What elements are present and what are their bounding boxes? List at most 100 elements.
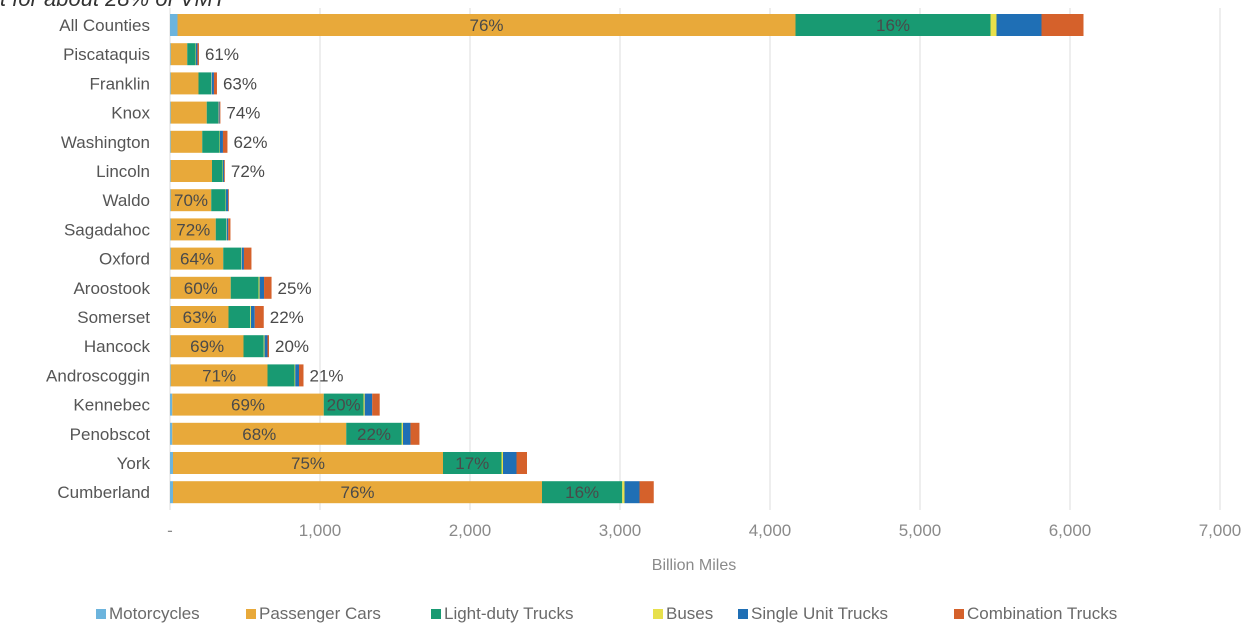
bar-motorcycles-kennebec bbox=[170, 393, 173, 416]
bar-motorcycles-hancock bbox=[170, 335, 171, 358]
bar-combination-trucks-waldo bbox=[228, 189, 229, 212]
bar-passenger-cars-cumberland bbox=[173, 481, 542, 504]
data-label: 62% bbox=[233, 133, 267, 152]
data-label: 76% bbox=[340, 483, 374, 502]
bar-passenger-cars-aroostook bbox=[170, 276, 231, 299]
bar-single-unit-trucks-sagadahoc bbox=[226, 218, 229, 241]
data-label: 20% bbox=[275, 337, 309, 356]
category-label: Somerset bbox=[77, 308, 150, 327]
bar-buses-hancock bbox=[263, 335, 265, 358]
bar-motorcycles-washington bbox=[170, 130, 171, 153]
category-label: Cumberland bbox=[57, 483, 150, 502]
data-label: 71% bbox=[202, 366, 236, 385]
bar-single-unit-trucks-hancock bbox=[264, 335, 268, 358]
bar-combination-trucks-androscoggin bbox=[299, 364, 304, 387]
bar-motorcycles-knox bbox=[170, 101, 171, 124]
bar-combination-trucks-hancock bbox=[267, 335, 269, 358]
data-labels: 76% 16% 61% 63% 74% 62% 72% 70% 72% 64% 60% 25% 63% 2… bbox=[174, 16, 910, 502]
x-tick-label: 6,000 bbox=[1049, 521, 1092, 540]
legend-swatch bbox=[96, 609, 106, 619]
legend-label: Passenger Cars bbox=[259, 604, 381, 623]
bar-light-duty-trucks-kennebec bbox=[323, 393, 364, 416]
data-label: 22% bbox=[357, 425, 391, 444]
x-tick-label: - bbox=[167, 521, 173, 540]
data-label: 69% bbox=[190, 337, 224, 356]
data-label: 25% bbox=[278, 279, 312, 298]
bar-light-duty-trucks-oxford bbox=[223, 247, 242, 270]
category-label: Penobscot bbox=[70, 425, 151, 444]
bar-passenger-cars-york bbox=[173, 452, 443, 474]
bar-light-duty-trucks-piscataquis bbox=[187, 43, 196, 66]
bar-single-unit-trucks-all-counties bbox=[996, 14, 1042, 36]
bar-combination-trucks-york bbox=[516, 452, 527, 474]
category-label: Washington bbox=[61, 133, 150, 152]
bar-buses-aroostook bbox=[258, 276, 260, 299]
bar-buses-cumberland bbox=[622, 481, 625, 504]
data-label: 75% bbox=[291, 454, 325, 473]
data-label: 60% bbox=[184, 279, 218, 298]
bar-single-unit-trucks-penobscot bbox=[402, 422, 411, 445]
bar-combination-trucks-knox bbox=[219, 101, 221, 124]
bar-combination-trucks-somerset bbox=[254, 306, 264, 328]
bar-light-duty-trucks-sagadahoc bbox=[215, 218, 227, 241]
bar-light-duty-trucks-knox bbox=[206, 101, 218, 124]
bar-light-duty-trucks-york bbox=[443, 452, 502, 474]
x-tick-label: 3,000 bbox=[599, 521, 642, 540]
bar-light-duty-trucks-penobscot bbox=[346, 422, 402, 445]
bar-motorcycles-penobscot bbox=[170, 422, 173, 445]
bar-combination-trucks-cumberland bbox=[639, 481, 654, 504]
bar-light-duty-trucks-aroostook bbox=[230, 276, 259, 299]
bar-passenger-cars-somerset bbox=[170, 306, 229, 328]
x-tick-label: 2,000 bbox=[449, 521, 492, 540]
x-tick-label: 4,000 bbox=[749, 521, 792, 540]
chart-title-fragment: t for about 28% of VMT bbox=[0, 0, 226, 12]
data-label: 17% bbox=[455, 454, 489, 473]
legend-label: Single Unit Trucks bbox=[751, 604, 888, 623]
data-label: 16% bbox=[876, 16, 910, 35]
data-label: 64% bbox=[180, 250, 214, 269]
bar-single-unit-trucks-york bbox=[503, 452, 517, 474]
bar-passenger-cars-sagadahoc bbox=[170, 218, 216, 241]
category-label: Waldo bbox=[102, 191, 150, 210]
bar-light-duty-trucks-washington bbox=[202, 130, 220, 153]
bar-single-unit-trucks-oxford bbox=[241, 247, 244, 270]
bar-combination-trucks-kennebec bbox=[372, 393, 380, 416]
category-label: Hancock bbox=[84, 337, 151, 356]
bar-single-unit-trucks-somerset bbox=[251, 306, 255, 328]
bars bbox=[170, 14, 1084, 504]
category-label: Aroostook bbox=[73, 279, 150, 298]
data-label: 63% bbox=[223, 74, 257, 93]
bar-combination-trucks-franklin bbox=[213, 72, 217, 95]
bar-passenger-cars-penobscot bbox=[172, 422, 347, 445]
data-label: 69% bbox=[231, 396, 265, 415]
legend-swatch bbox=[246, 609, 256, 619]
bar-combination-trucks-oxford bbox=[243, 247, 252, 270]
legend-label: Light-duty Trucks bbox=[444, 604, 573, 623]
bar-motorcycles-waldo bbox=[170, 189, 171, 212]
bar-motorcycles-oxford bbox=[170, 247, 171, 270]
bar-light-duty-trucks-lincoln bbox=[212, 160, 223, 182]
bar-motorcycles-all-counties bbox=[170, 14, 178, 36]
data-label: 70% bbox=[174, 191, 208, 210]
bar-passenger-cars-oxford bbox=[170, 247, 224, 270]
category-labels: All Counties Piscataquis Franklin Knox Washi… bbox=[46, 16, 150, 502]
category-label: Kennebec bbox=[73, 396, 150, 415]
bar-light-duty-trucks-hancock bbox=[243, 335, 264, 358]
bar-motorcycles-york bbox=[170, 452, 173, 474]
bar-passenger-cars-washington bbox=[170, 130, 203, 153]
bar-buses-penobscot bbox=[401, 422, 403, 445]
data-label: 63% bbox=[183, 308, 217, 327]
category-label: York bbox=[117, 454, 151, 473]
bar-single-unit-trucks-lincoln bbox=[222, 160, 225, 182]
bar-combination-trucks-washington bbox=[222, 130, 228, 153]
legend-swatch bbox=[954, 609, 964, 619]
bar-light-duty-trucks-franklin bbox=[198, 72, 212, 95]
bar-light-duty-trucks-all-counties bbox=[795, 14, 991, 36]
data-label: 22% bbox=[270, 308, 304, 327]
x-tick-label: 7,000 bbox=[1199, 521, 1242, 540]
bar-single-unit-trucks-piscataquis bbox=[195, 43, 198, 66]
x-axis-title: Billion Miles bbox=[652, 557, 736, 574]
bar-motorcycles-androscoggin bbox=[170, 364, 171, 387]
category-label: Franklin bbox=[90, 74, 150, 93]
